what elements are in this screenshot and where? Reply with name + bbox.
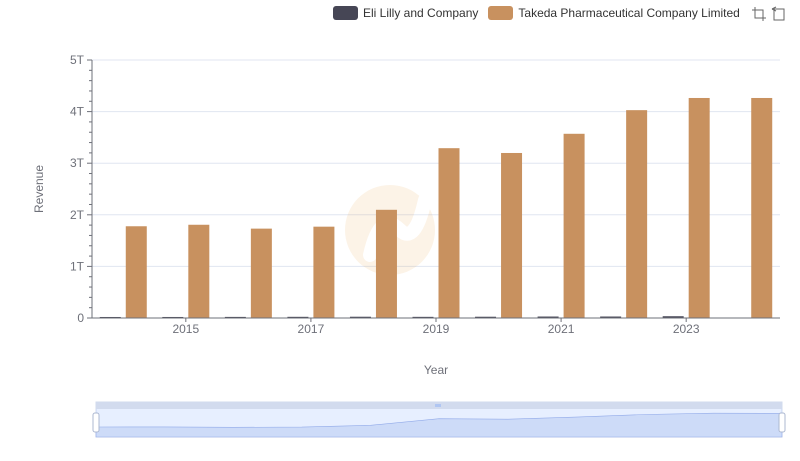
legend-swatch-takeda <box>488 6 514 20</box>
y-tick-label: 4T <box>70 105 85 119</box>
bar-eli-lilly-2020[interactable] <box>475 316 497 318</box>
datazoom-handle-left[interactable] <box>92 412 100 433</box>
datazoom-grip-icon[interactable] <box>435 404 441 407</box>
x-tick-label: 2019 <box>423 322 450 336</box>
y-tick-label: 2T <box>70 208 85 222</box>
bar-takeda-2023[interactable] <box>688 97 710 318</box>
datazoom-preview <box>95 412 783 438</box>
zoom-reset-icon[interactable] <box>771 6 787 22</box>
bar-eli-lilly-2018[interactable] <box>349 316 371 318</box>
y-tick-label: 3T <box>70 156 85 170</box>
legend: Eli Lilly and Company Takeda Pharmaceuti… <box>333 4 750 22</box>
toolbox <box>747 6 787 22</box>
x-tick-label: 2015 <box>172 322 199 336</box>
bar-takeda-2018[interactable] <box>375 209 397 318</box>
legend-item-takeda[interactable]: Takeda Pharmaceutical Company Limited <box>488 6 740 20</box>
zoom-icon[interactable] <box>751 6 767 22</box>
y-tick-label: 1T <box>70 259 85 273</box>
bar-takeda-2016[interactable] <box>250 228 272 318</box>
bar-takeda-2021[interactable] <box>563 133 585 318</box>
bar-eli-lilly-2022[interactable] <box>600 316 622 318</box>
bar-takeda-2014[interactable] <box>125 226 147 318</box>
legend-swatch-eli-lilly <box>333 6 358 20</box>
legend-label-takeda: Takeda Pharmaceutical Company Limited <box>518 6 740 20</box>
datazoom-selected-range[interactable] <box>96 409 782 437</box>
bar-eli-lilly-2019[interactable] <box>412 316 434 318</box>
x-tick-label: 2021 <box>548 322 575 336</box>
y-axis-title: Revenue <box>32 165 46 213</box>
y-tick-label: 5T <box>70 53 85 67</box>
bar-eli-lilly-2021[interactable] <box>537 316 559 318</box>
bar-eli-lilly-2023[interactable] <box>662 316 684 318</box>
x-axis-title: Year <box>424 363 448 377</box>
bar-takeda-2022[interactable] <box>626 110 648 318</box>
axes: 0 1T 2T 3T 4T 5T 2015 2017 2019 2021 2023 <box>70 53 780 336</box>
y-tick-label: 0 <box>77 311 84 325</box>
bar-eli-lilly-2017[interactable] <box>287 316 309 318</box>
bar-takeda-2024[interactable] <box>751 97 773 318</box>
x-tick-label: 2023 <box>673 322 700 336</box>
bar-takeda-2019[interactable] <box>438 148 460 318</box>
bar-eli-lilly-2015[interactable] <box>162 316 184 318</box>
bar-eli-lilly-2016[interactable] <box>224 316 246 318</box>
datazoom-handle-right[interactable] <box>778 412 786 433</box>
bars <box>99 97 773 318</box>
bar-takeda-2017[interactable] <box>313 226 335 318</box>
bar-takeda-2015[interactable] <box>188 224 210 318</box>
legend-label-eli-lilly: Eli Lilly and Company <box>363 6 479 20</box>
datazoom-slider[interactable] <box>92 401 786 438</box>
datazoom-top-bar[interactable] <box>96 402 782 409</box>
legend-item-eli-lilly[interactable]: Eli Lilly and Company <box>333 6 478 20</box>
x-tick-label: 2017 <box>298 322 325 336</box>
bar-eli-lilly-2014[interactable] <box>99 316 121 318</box>
bar-takeda-2020[interactable] <box>501 152 523 318</box>
